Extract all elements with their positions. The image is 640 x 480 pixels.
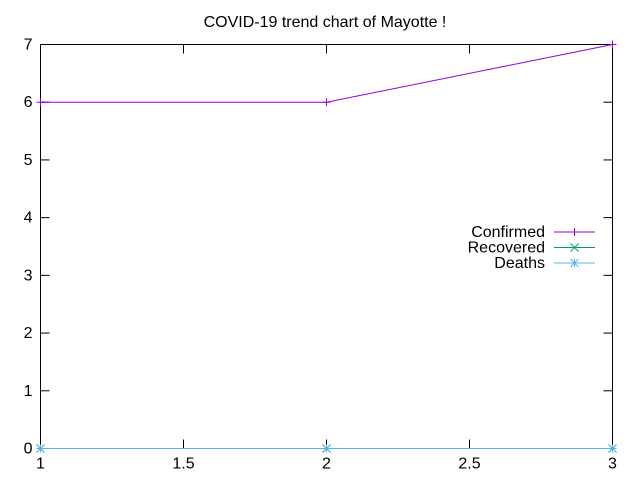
data-point-deaths: [36, 444, 45, 453]
x-tick-label: 2: [322, 456, 331, 473]
x-tick-label: 2.5: [458, 456, 480, 473]
x-tick-label: 3: [608, 456, 617, 473]
x-axis: 1 1.5 2 2.5 3: [36, 44, 617, 473]
legend-marker-recovered: [570, 243, 579, 252]
data-point-deaths: [322, 444, 331, 453]
chart-title: COVID-19 trend chart of Mayotte !: [204, 14, 447, 31]
data-point-deaths: [608, 444, 617, 453]
legend-label-deaths: Deaths: [494, 255, 545, 272]
y-tick-label: 2: [24, 325, 33, 342]
legend-label-recovered: Recovered: [468, 240, 545, 257]
legend-marker-deaths: [570, 258, 579, 268]
x-tick-label: 1: [36, 456, 45, 473]
legend-marker-confirmed: [570, 228, 579, 236]
y-axis: 0 1 2 3 4 5 6 7: [24, 37, 613, 458]
y-tick-label: 7: [24, 37, 33, 54]
x-tick-label: 1.5: [172, 456, 194, 473]
y-tick-label: 6: [24, 94, 33, 111]
legend-label-confirmed: Confirmed: [471, 224, 545, 241]
y-tick-label: 0: [24, 441, 33, 458]
data-point-confirmed: [36, 98, 45, 107]
y-tick-label: 5: [24, 152, 33, 169]
data-point-confirmed: [322, 98, 331, 107]
series-layer: [36, 40, 617, 453]
y-tick-label: 4: [24, 210, 33, 227]
data-point-confirmed: [608, 40, 617, 49]
y-tick-label: 3: [24, 267, 33, 284]
y-tick-label: 1: [24, 383, 33, 400]
